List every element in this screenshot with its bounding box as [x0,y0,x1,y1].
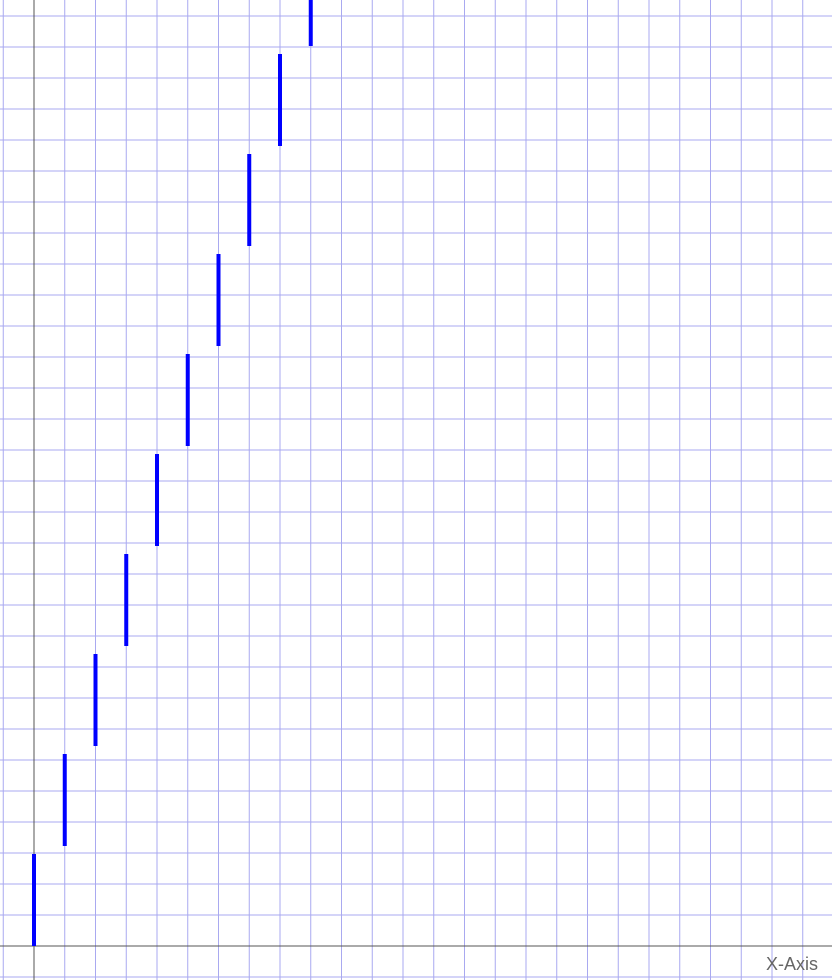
data-series [32,0,313,946]
x-axis-label: X-Axis [766,954,818,974]
